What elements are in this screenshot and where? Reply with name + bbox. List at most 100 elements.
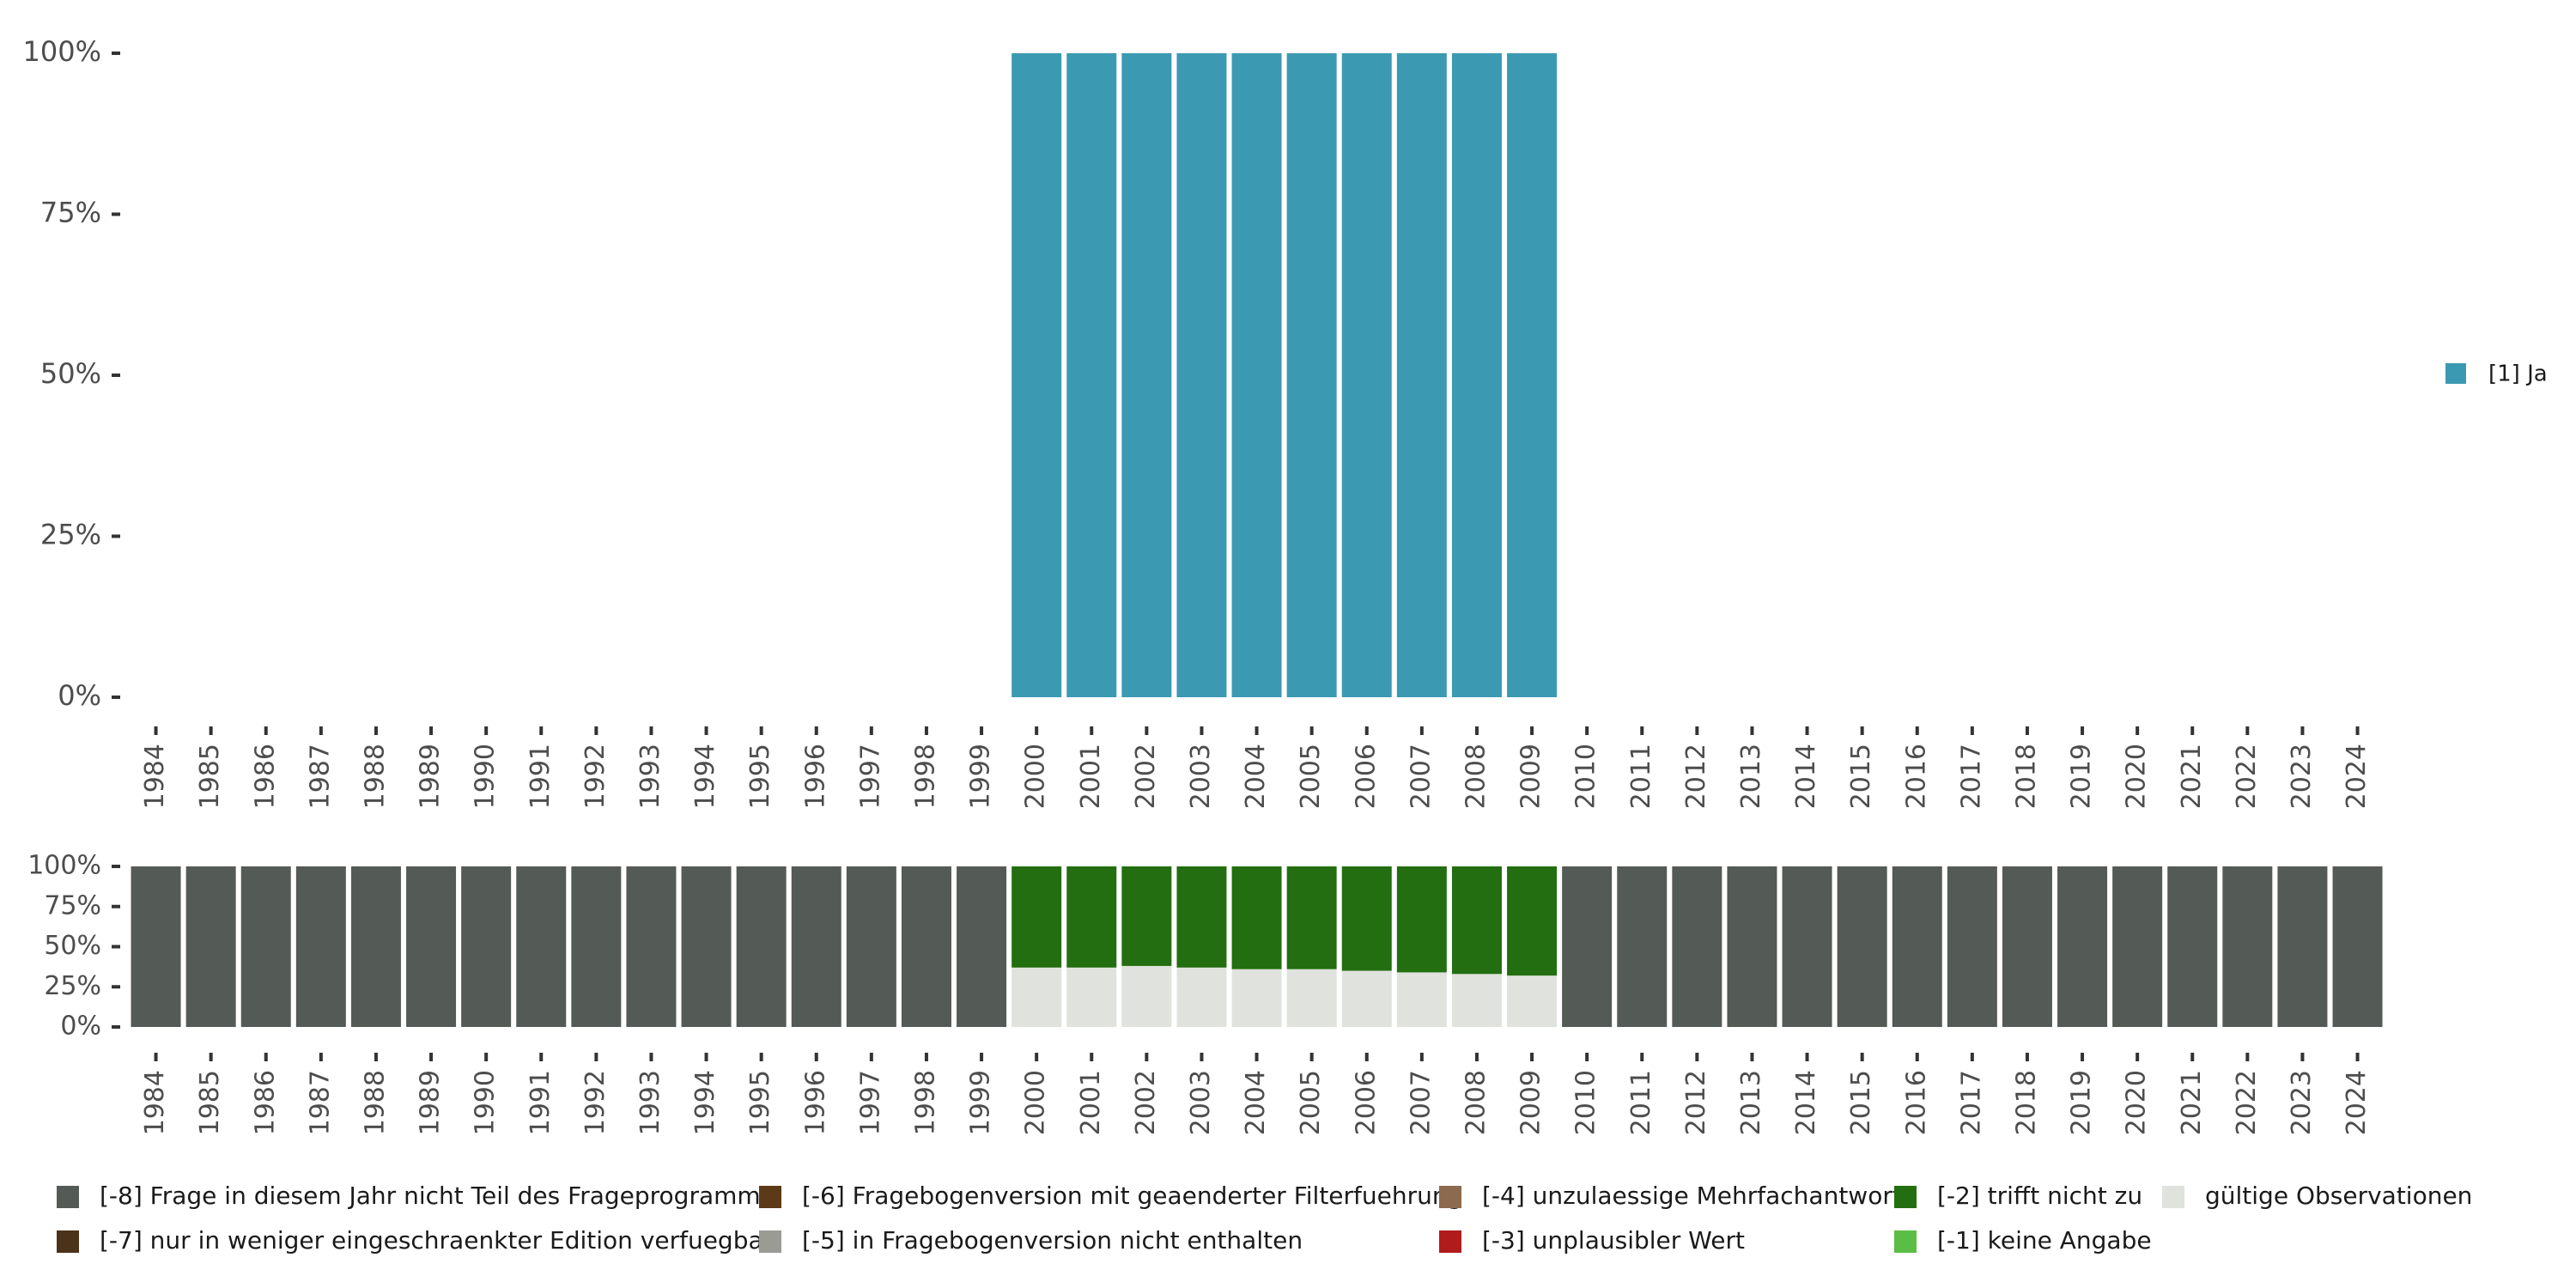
bar-2022-series-2 <box>2222 866 2273 1027</box>
x-tick-label: 2016 <box>1901 1070 1931 1135</box>
x-tick-label: 2002 <box>1131 1070 1161 1135</box>
x-tick-label: 1997 <box>855 1070 885 1135</box>
bar-1999-series-2 <box>957 866 1007 1027</box>
bar-1990-series-2 <box>461 866 512 1027</box>
x-tick-label: 1995 <box>745 744 775 809</box>
bar-2008-series-1 <box>1451 866 1502 975</box>
x-tick-label: 2000 <box>1021 1070 1051 1135</box>
x-tick-label: 1993 <box>635 744 665 809</box>
bar-1987-series-2 <box>295 866 346 1027</box>
x-tick-label: 2000 <box>1021 744 1051 809</box>
right-legend: [1] Ja <box>2445 361 2548 387</box>
x-tick-label: 1989 <box>416 1070 446 1135</box>
bar-2009-series-0 <box>1507 975 1558 1027</box>
bar-2021-series-2 <box>2167 866 2218 1027</box>
bar-2000-series-1 <box>1012 866 1062 968</box>
x-tick-label: 1997 <box>855 744 885 809</box>
bar-2003-series-1 <box>1176 866 1227 968</box>
bar-1996-series-2 <box>791 866 841 1027</box>
x-tick-label: 2008 <box>1461 744 1491 809</box>
x-tick-label: 2017 <box>1956 744 1986 809</box>
x-tick-label: 2006 <box>1351 1070 1381 1135</box>
x-tick-label: 1991 <box>526 1070 556 1135</box>
legend-swatch-7 <box>1894 1230 1917 1253</box>
bar-1989-series-2 <box>406 866 457 1027</box>
bar-2023-series-2 <box>2277 866 2328 1027</box>
x-tick-label: 1986 <box>250 1070 280 1135</box>
x-tick-label: 2009 <box>1516 1070 1546 1135</box>
bar-2019-series-2 <box>2057 866 2108 1027</box>
x-tick-label: 2007 <box>1406 1070 1436 1135</box>
x-tick-label: 2013 <box>1736 744 1766 809</box>
bar-2003-series-0 <box>1176 53 1227 697</box>
legend-swatch-3 <box>759 1230 781 1253</box>
x-tick-label: 2024 <box>2342 1070 2372 1135</box>
x-tick-label: 2015 <box>1846 744 1876 809</box>
bar-2016-series-2 <box>1892 866 1942 1027</box>
x-tick-label: 1998 <box>910 744 940 809</box>
x-tick-label: 2007 <box>1406 744 1436 809</box>
x-tick-label: 1987 <box>305 744 335 809</box>
bar-2018-series-2 <box>2002 866 2052 1027</box>
bar-2014-series-2 <box>1782 866 1832 1027</box>
bar-2011-series-2 <box>1617 866 1668 1027</box>
x-tick-label: 1992 <box>580 1070 611 1135</box>
bar-1992-series-2 <box>571 866 622 1027</box>
bar-2002-series-0 <box>1121 53 1172 697</box>
legend-label-7: [-1] keine Angabe <box>1937 1226 2152 1255</box>
bar-2005-series-0 <box>1286 53 1337 697</box>
bar-2020-series-2 <box>2112 866 2163 1027</box>
x-tick-label: 1984 <box>140 744 170 809</box>
x-tick-label: 1985 <box>195 744 225 809</box>
x-tick-label: 2011 <box>1626 1070 1656 1135</box>
top-chart: 0% 25% 50% 75% 100% 1984 1985 1986 1987 1988 1989 1… <box>23 35 2372 809</box>
x-tick-label: 2015 <box>1846 1070 1876 1135</box>
x-tick-label: 1996 <box>800 1070 830 1135</box>
y-tick-label: 50% <box>40 357 101 390</box>
bar-2017-series-2 <box>1947 866 1997 1027</box>
x-tick-label: 2003 <box>1186 1070 1216 1135</box>
x-tick-label: 1996 <box>800 744 830 809</box>
bar-2009-series-1 <box>1507 866 1558 976</box>
legend-swatch-1 <box>57 1230 79 1253</box>
x-tick-label: 2010 <box>1571 744 1601 809</box>
x-tick-label: 1988 <box>360 744 390 809</box>
x-tick-label: 2022 <box>2232 1070 2262 1135</box>
x-tick-label: 2011 <box>1626 744 1656 809</box>
bottom-legend: [-8] Frage in diesem Jahr nicht Teil des… <box>57 1182 2472 1255</box>
legend-label-6: [-2] trifft nicht zu <box>1937 1182 2142 1210</box>
y-tick-label: 75% <box>40 197 101 229</box>
bar-1997-series-2 <box>846 866 896 1027</box>
y-tick-label: 100% <box>27 851 101 881</box>
x-tick-label: 2014 <box>1791 1070 1821 1135</box>
x-tick-label: 1989 <box>416 744 446 809</box>
x-tick-label: 1994 <box>690 1070 720 1135</box>
x-tick-label: 2008 <box>1461 1070 1491 1135</box>
x-tick-label: 2009 <box>1516 744 1546 809</box>
legend-label-8: gültige Observationen <box>2205 1182 2472 1210</box>
x-tick-label: 2018 <box>2011 744 2041 809</box>
bar-2001-series-0 <box>1066 967 1117 1027</box>
x-tick-label: 2019 <box>2067 1070 2097 1135</box>
bar-2005-series-0 <box>1286 969 1337 1027</box>
bar-2002-series-0 <box>1121 965 1172 1027</box>
bottom-chart: 0% 25% 50% 75% 100% 1984 1985 1986 1987 1988 1989 1… <box>27 851 2383 1135</box>
x-tick-label: 1999 <box>966 1070 996 1135</box>
x-tick-label: 2024 <box>2342 744 2372 809</box>
bar-1993-series-2 <box>626 866 677 1027</box>
bar-2005-series-1 <box>1286 866 1337 969</box>
x-tick-label: 1991 <box>526 744 556 809</box>
x-tick-label: 1984 <box>140 1070 170 1135</box>
bar-2004-series-0 <box>1231 969 1282 1027</box>
legend-label-0: [-8] Frage in diesem Jahr nicht Teil des… <box>100 1182 773 1210</box>
bar-2006-series-1 <box>1341 866 1392 971</box>
bar-2003-series-0 <box>1176 967 1227 1027</box>
legend-swatch-0 <box>57 1186 79 1208</box>
x-tick-label: 2019 <box>2067 744 2097 809</box>
x-tick-label: 2004 <box>1241 744 1271 809</box>
x-tick-label: 2002 <box>1131 744 1161 809</box>
legend-swatch-ja <box>2445 363 2466 384</box>
x-tick-label: 2022 <box>2232 744 2262 809</box>
x-tick-label: 2005 <box>1296 1070 1326 1135</box>
